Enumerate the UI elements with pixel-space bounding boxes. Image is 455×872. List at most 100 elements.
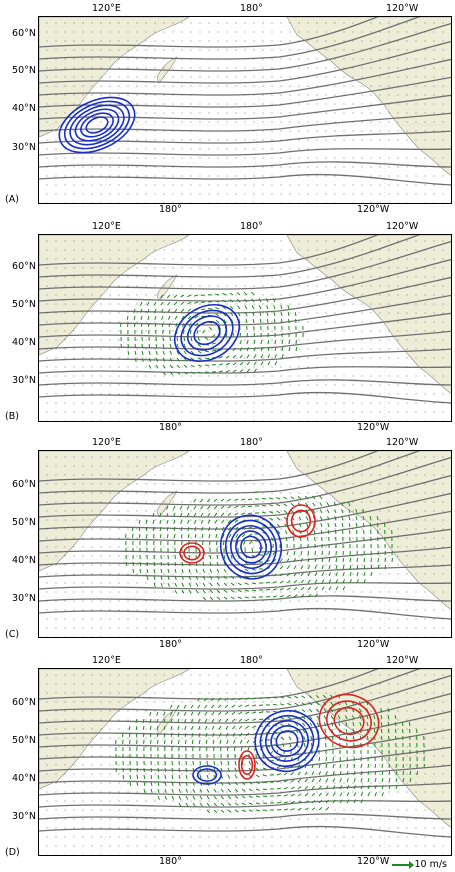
grid-dot — [64, 249, 66, 251]
grid-dot — [361, 285, 363, 287]
grid-dot — [208, 728, 210, 730]
wind-arrow — [157, 767, 160, 773]
grid-dot — [100, 303, 102, 305]
wind-arrow — [341, 516, 344, 521]
grid-dot — [289, 384, 291, 386]
grid-dot — [55, 276, 57, 278]
grid-dot — [388, 375, 390, 377]
wind-arrow — [234, 519, 239, 523]
grid-dot — [118, 294, 120, 296]
grid-dot — [145, 121, 147, 123]
grid-dot — [424, 121, 426, 123]
grid-dot — [307, 130, 309, 132]
grid-dot — [127, 483, 129, 485]
grid-dot — [253, 139, 255, 141]
streamline — [39, 546, 451, 566]
wind-arrow — [230, 582, 235, 586]
wind-arrow — [244, 589, 249, 592]
wind-arrow — [173, 519, 176, 524]
grid-dot — [46, 609, 48, 611]
wind-arrow — [197, 371, 202, 374]
wind-arrow — [160, 308, 164, 313]
grid-dot — [280, 465, 282, 467]
grid-dot — [452, 295, 453, 296]
grid-dot — [172, 701, 174, 703]
low-contour — [186, 315, 228, 351]
grid-dot — [253, 85, 255, 87]
grid-dot — [109, 258, 111, 260]
grid-dot — [55, 139, 57, 141]
grid-dot — [361, 258, 363, 260]
grid-dot — [64, 112, 66, 114]
grid-dot — [64, 636, 66, 637]
grid-dot — [46, 627, 48, 629]
graticule-line — [252, 451, 264, 637]
grid-dot — [424, 818, 426, 820]
bottom-lon-tick: 180° — [159, 204, 182, 215]
grid-dot — [388, 85, 390, 87]
wind-arrow — [244, 561, 249, 566]
wind-arrow — [183, 350, 187, 355]
grid-dot — [163, 845, 165, 847]
grid-dot — [307, 40, 309, 42]
top-lon-tick: 120°W — [386, 437, 419, 448]
wind-arrow — [267, 354, 271, 359]
grid-dot — [55, 845, 57, 847]
grid-dot — [244, 627, 246, 629]
grid-dot — [325, 800, 327, 802]
grid-dot — [226, 85, 228, 87]
grid-dot — [452, 131, 453, 132]
grid-dot — [262, 591, 264, 593]
grid-dot — [163, 827, 165, 829]
grid-dot — [172, 202, 174, 203]
grid-dot — [298, 800, 300, 802]
wind-arrow — [286, 572, 291, 577]
grid-dot — [73, 483, 75, 485]
grid-dot — [100, 294, 102, 296]
grid-dot — [136, 710, 138, 712]
grid-dot — [217, 85, 219, 87]
wind-arrow — [222, 306, 227, 310]
grid-dot — [325, 285, 327, 287]
grid-dot — [325, 76, 327, 78]
grid-dot — [172, 31, 174, 33]
grid-dot — [208, 600, 210, 602]
grid-dot — [181, 773, 183, 775]
grid-dot — [208, 85, 210, 87]
wind-arrow — [149, 718, 152, 723]
grid-dot — [388, 22, 390, 24]
grid-dot — [343, 157, 345, 159]
grid-dot — [163, 67, 165, 69]
grid-dot — [109, 339, 111, 341]
grid-dot — [379, 76, 381, 78]
grid-dot — [262, 130, 264, 132]
grid-dot — [361, 339, 363, 341]
grid-dot — [109, 76, 111, 78]
wind-arrow — [229, 299, 234, 303]
wind-arrow — [204, 718, 208, 723]
grid-dot — [181, 483, 183, 485]
grid-dot — [298, 321, 300, 323]
grid-dot — [163, 692, 165, 694]
grid-dot — [181, 411, 183, 413]
wind-arrow — [181, 575, 184, 580]
grid-dot — [442, 800, 444, 802]
grid-dot — [406, 791, 408, 793]
grid-dot — [343, 600, 345, 602]
grid-dot — [379, 782, 381, 784]
grid-dot — [235, 402, 237, 404]
grid-dot — [316, 258, 318, 260]
grid-dot — [190, 791, 192, 793]
grid-dot — [235, 836, 237, 838]
grid-dot — [208, 546, 210, 548]
grid-dot — [55, 573, 57, 575]
wind-arrow — [246, 340, 249, 345]
streamline — [39, 813, 451, 820]
grid-dot — [397, 546, 399, 548]
grid-dot — [100, 800, 102, 802]
grid-dot — [271, 22, 273, 24]
grid-dot — [289, 375, 291, 377]
grid-dot — [424, 773, 426, 775]
grid-dot — [163, 112, 165, 114]
grid-dot — [118, 22, 120, 24]
